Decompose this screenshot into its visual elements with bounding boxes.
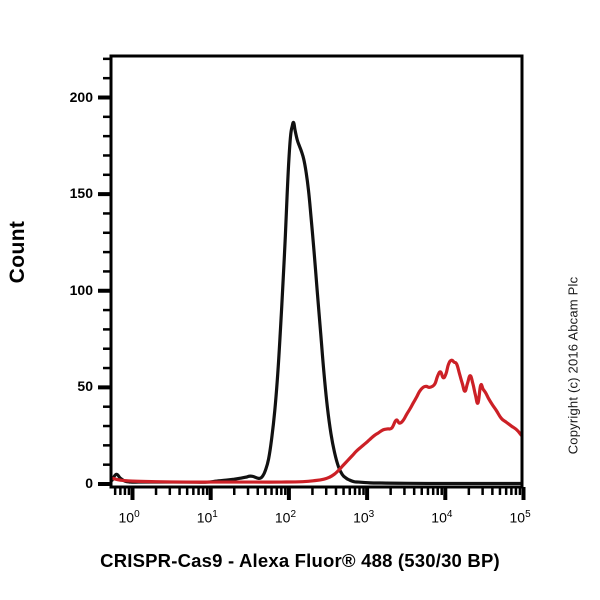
y-tick-label: 0 (85, 475, 93, 491)
x-axis-major-ticks (130, 487, 526, 500)
x-tick-label: 101 (196, 509, 218, 526)
copyright-notice: Copyright (c) 2016 Abcam Plc (565, 276, 581, 455)
y-axis-title: Count (6, 220, 29, 284)
plot-frame (109, 54, 524, 489)
y-axis-major-ticks (98, 95, 111, 486)
y-tick-label: 50 (77, 378, 93, 395)
x-tick-label: 102 (274, 509, 297, 526)
x-tick-label: 104 (431, 509, 453, 526)
x-tick-label: 100 (118, 509, 140, 526)
y-tick-label: 150 (69, 185, 93, 202)
series-trace-2 (111, 358, 522, 484)
x-tick-label: 103 (353, 509, 375, 526)
x-tick-label: 105 (509, 509, 531, 526)
data-series-layer (111, 120, 522, 486)
y-tick-label: 100 (69, 281, 93, 298)
x-axis-title: CRISPR-Cas9 - Alexa Fluor® 488 (530/30 B… (100, 550, 500, 571)
y-tick-label: 200 (69, 88, 93, 105)
